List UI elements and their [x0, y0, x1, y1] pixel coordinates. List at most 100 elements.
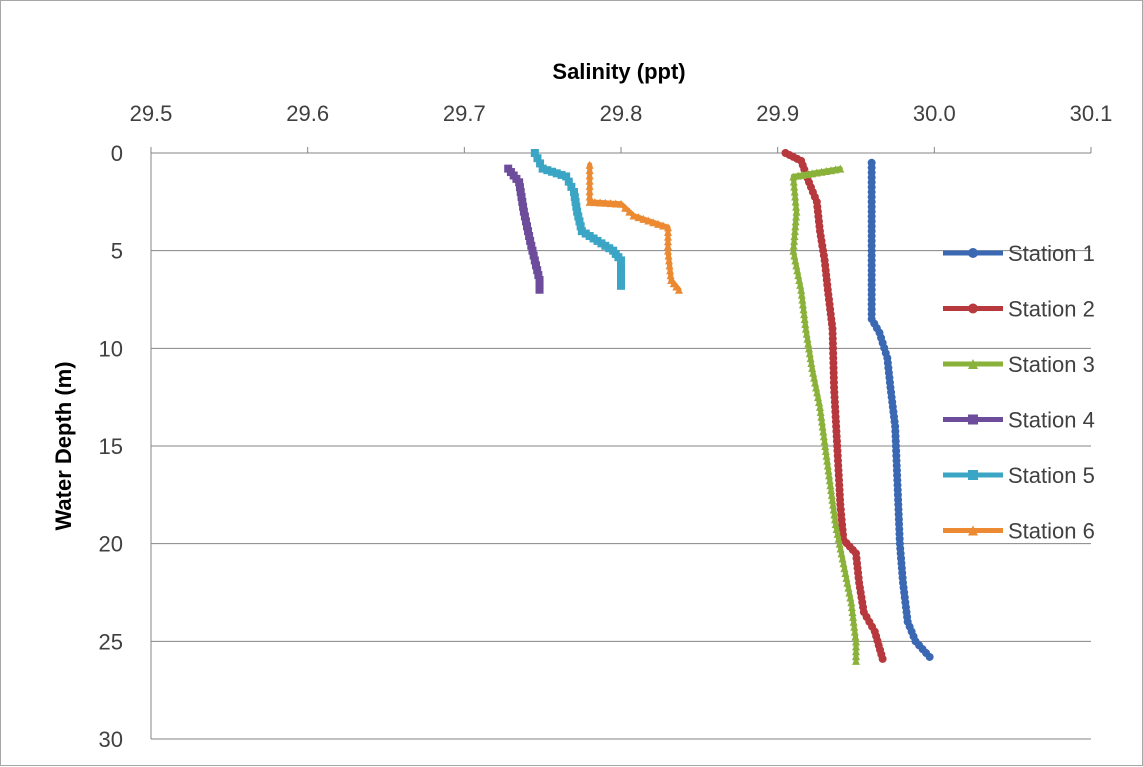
data-point — [813, 388, 822, 397]
data-point — [611, 199, 620, 208]
data-point — [797, 285, 806, 294]
x-axis-title: Salinity (ppt) — [552, 59, 685, 84]
data-point — [815, 402, 824, 411]
data-point — [822, 166, 831, 175]
data-point — [552, 169, 561, 178]
y-axis-title: Water Depth (m) — [51, 361, 76, 530]
data-point — [833, 529, 842, 538]
data-point — [812, 383, 821, 392]
data-point — [617, 281, 625, 290]
data-point — [530, 256, 539, 265]
data-point — [802, 329, 811, 338]
data-point — [535, 275, 544, 284]
legend-marker — [968, 303, 978, 314]
data-point — [664, 237, 672, 246]
data-point — [791, 222, 800, 231]
legend-label: Station 5 — [1008, 463, 1095, 488]
data-point — [800, 315, 809, 324]
data-point — [822, 451, 831, 460]
data-point — [792, 212, 801, 221]
data-point — [810, 373, 819, 382]
data-point — [532, 261, 541, 270]
data-point — [789, 177, 798, 186]
data-point — [789, 246, 798, 255]
data-point — [535, 285, 544, 294]
data-point — [601, 198, 610, 207]
data-point — [570, 188, 578, 197]
data-point — [804, 339, 813, 348]
data-point — [817, 412, 826, 421]
legend-label: Station 3 — [1008, 352, 1095, 377]
data-point — [789, 241, 798, 250]
data-point — [790, 251, 799, 260]
data-point — [790, 182, 799, 191]
data-point — [639, 214, 648, 223]
data-point — [649, 218, 658, 227]
legend-marker — [968, 470, 978, 480]
x-tick-label: 29.5 — [130, 101, 173, 126]
data-point — [617, 199, 625, 208]
data-point — [564, 177, 573, 186]
series-2 — [781, 149, 887, 663]
series-1 — [867, 158, 934, 661]
data-point — [852, 637, 860, 646]
data-point — [533, 154, 542, 163]
data-point — [538, 164, 547, 173]
data-point — [794, 171, 803, 180]
data-point — [845, 588, 854, 597]
data-point — [824, 466, 833, 475]
data-point — [629, 211, 638, 220]
data-point — [543, 166, 552, 175]
data-point — [674, 285, 683, 294]
data-point — [654, 219, 663, 228]
data-point — [825, 476, 834, 485]
data-point — [801, 324, 810, 333]
data-point — [789, 172, 798, 181]
data-point — [825, 471, 834, 480]
data-point — [794, 271, 803, 280]
series-5 — [530, 149, 625, 290]
data-point — [827, 490, 836, 499]
data-point — [829, 500, 838, 509]
data-point — [793, 266, 802, 275]
legend: Station 1 Station 2 Station 3 Station 4 Stat… — [943, 241, 1095, 544]
data-point — [530, 149, 539, 157]
data-point — [797, 290, 806, 299]
data-point — [517, 192, 526, 201]
data-point — [525, 232, 534, 241]
data-point — [562, 172, 571, 181]
data-point — [835, 539, 844, 548]
data-point — [821, 446, 830, 455]
data-point — [520, 212, 529, 221]
data-point — [814, 398, 823, 407]
data-point — [791, 197, 800, 206]
x-tick-labels: 29.5 29.6 29.7 29.8 29.9 30.0 30.1 — [130, 101, 1113, 126]
data-point — [819, 427, 828, 436]
legend-marker — [968, 414, 978, 425]
data-point — [821, 442, 830, 450]
x-tick-label: 29.8 — [600, 101, 643, 126]
data-point — [841, 568, 850, 577]
data-point — [625, 207, 634, 216]
data-point — [850, 622, 859, 631]
legend-item: Station 3 — [943, 352, 1095, 377]
data-point — [617, 261, 625, 270]
data-point — [516, 188, 525, 197]
data-point — [818, 422, 827, 431]
data-point — [836, 544, 845, 553]
grid-layer — [150, 147, 1092, 740]
x-tick-label: 30.1 — [1070, 101, 1113, 126]
data-point — [666, 266, 675, 275]
legend-item: Station 1 — [943, 241, 1095, 266]
data-point — [792, 207, 801, 216]
legend-label: Station 2 — [1008, 297, 1095, 322]
data-point — [816, 407, 825, 416]
data-point — [796, 280, 805, 289]
data-point — [803, 170, 812, 179]
data-point — [515, 178, 524, 187]
x-tick-label: 29.7 — [443, 101, 486, 126]
legend-marker — [968, 359, 978, 369]
data-point — [790, 232, 799, 241]
data-point — [809, 368, 818, 377]
